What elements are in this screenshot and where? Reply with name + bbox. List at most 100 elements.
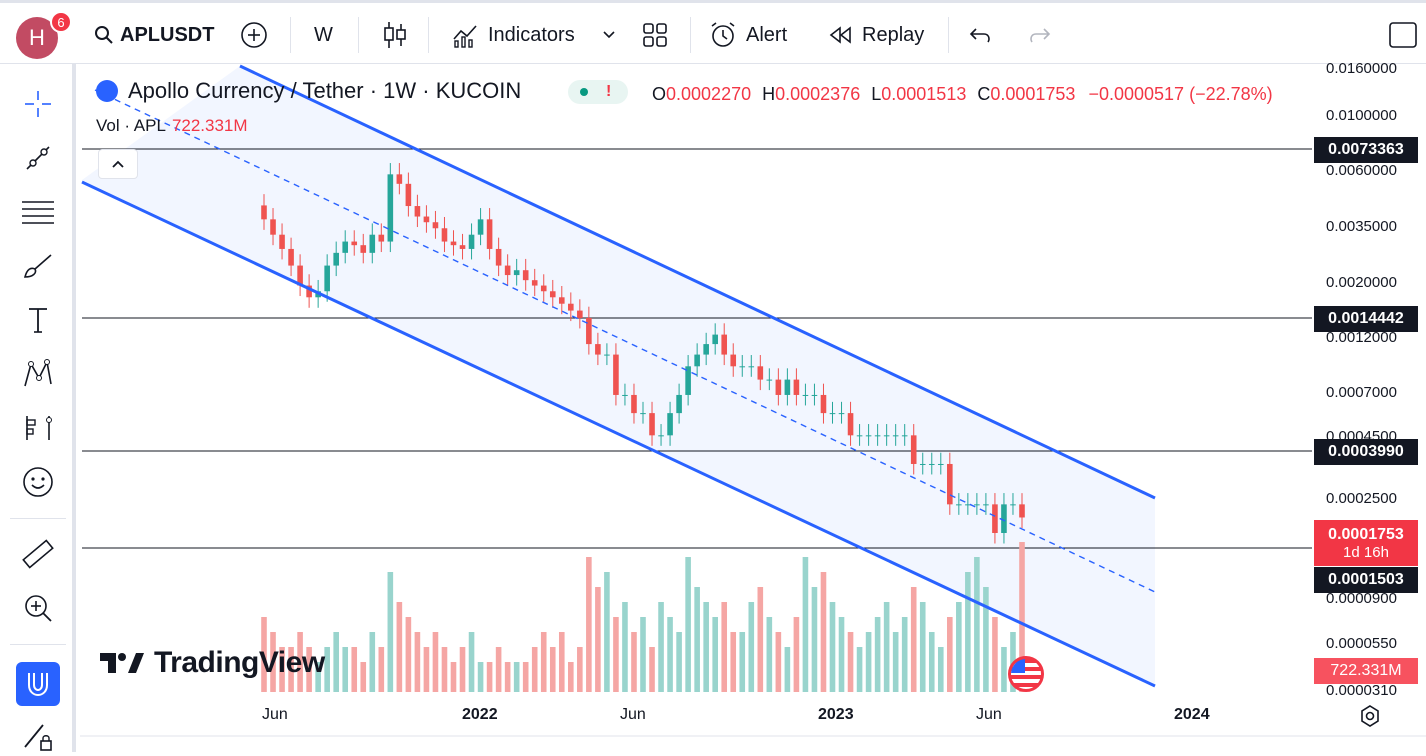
volume-bar [360,662,367,692]
emoji-tool[interactable] [16,462,60,502]
volume-bar [423,647,430,692]
volume-bar [369,632,376,692]
volume-bar [928,632,935,692]
redo-button[interactable] [1026,15,1052,55]
indicators-dropdown[interactable] [602,15,616,55]
volume-bar [658,602,664,692]
undo-button[interactable] [968,15,994,55]
volume-bar [712,617,718,692]
chart-settings-button[interactable] [1356,702,1384,730]
candle-body [919,463,926,465]
candle-body [423,216,430,223]
channel-upper-line[interactable] [239,64,1156,500]
time-tick: 2024 [1174,706,1210,723]
interval-button[interactable]: W [314,23,333,46]
candle-body [270,219,276,235]
redo-icon [1030,28,1051,43]
volume-bar [757,587,764,692]
channel-lower-line[interactable] [81,180,1156,688]
brush-tool[interactable] [16,246,60,286]
volume-bar [459,647,466,692]
volume-bar [992,617,998,692]
fib-tool[interactable] [16,192,60,232]
crosshair-tool[interactable] [16,84,60,124]
volume-bar [874,617,881,692]
candle-body [775,379,782,395]
time-tick: Jun [976,706,1002,723]
price-tick: 0.0035000 [1326,218,1397,235]
candle-body [450,241,457,246]
legend-title[interactable]: Apollo Currency / Tether · 1W · KUCOIN [128,78,522,103]
rewind-icon [829,26,851,44]
last-price-label[interactable]: 0.0001753 1d 16h [1314,520,1418,566]
volume-legend[interactable]: Vol · APL 722.331M [96,116,248,135]
measure-tool[interactable] [16,534,60,574]
hline-label[interactable]: 0.0014442 [1314,306,1418,332]
prediction-tool[interactable] [16,408,60,448]
candle-body [351,241,358,246]
candle-body [459,245,466,249]
replay-button[interactable]: Replay [828,15,924,55]
market-status[interactable]: ! [568,80,628,104]
chart-type-button[interactable] [382,15,408,55]
trend-line-tool[interactable] [16,138,60,178]
watermark-text: TradingView [154,646,325,679]
volume-bar [1019,542,1025,692]
toolbar-divider [358,17,359,53]
volume-bar [622,602,628,692]
volume-axis-label[interactable]: 722.331M [1314,658,1418,684]
text-tool[interactable] [16,300,60,340]
volume-bar [802,557,809,692]
lock-drawings-tool[interactable] [16,716,60,756]
volume-bar [351,647,358,692]
candle-body [369,234,376,253]
volume-bar [540,632,547,692]
volume-bar [766,617,773,692]
channel-middle-line[interactable] [94,89,1156,593]
indicators-button[interactable]: Indicators [452,15,575,55]
toolbar-divider [10,518,66,519]
volume-bar [631,632,637,692]
alarm-clock-icon [711,22,735,47]
volume-bar [613,617,619,692]
volume-bar [829,602,836,692]
fullscreen-button[interactable] [1388,15,1418,55]
notification-badge: 6 [50,11,72,33]
volume-bar [486,662,493,692]
zoom-tool[interactable] [16,588,60,628]
us-flag-icon[interactable] [1008,656,1044,692]
candle-body [468,234,475,249]
alert-button[interactable]: Alert [708,15,787,55]
volume-bar [811,587,818,692]
hline-label[interactable]: 0.0001503 [1314,567,1418,593]
volume-bar [549,647,556,692]
volume-bar [649,647,655,692]
collapse-legend-button[interactable] [98,149,138,179]
indicators-label: Indicators [488,23,575,46]
add-circle-icon [241,22,267,48]
price-tick: 0.0007000 [1326,384,1397,401]
compare-button[interactable] [240,15,268,55]
volume-bar [775,632,782,692]
ruler-icon [22,539,54,569]
candle-body [947,463,953,505]
hline-label[interactable]: 0.0073363 [1314,137,1418,163]
candle-body [784,379,791,395]
symbol-search-button[interactable]: APLUSDT [94,15,214,55]
layout-button[interactable] [642,15,668,55]
candle-body [992,504,998,534]
volume-bar [558,632,565,692]
volume-bar [504,662,511,692]
hline-label[interactable]: 0.0003990 [1314,439,1418,465]
candle-body [261,205,267,220]
tradingview-watermark: TradingView [98,646,325,680]
price-chart[interactable] [80,64,1426,752]
volume-bar [306,647,312,692]
volume-bar [297,632,303,692]
candle-body [829,413,836,415]
pattern-tool[interactable] [16,354,60,394]
symbol-label: APLUSDT [120,23,215,46]
chart-pane[interactable]: TradingView [80,64,1426,752]
magnet-tool[interactable] [16,662,60,706]
symbol-logo-icon [96,80,118,102]
